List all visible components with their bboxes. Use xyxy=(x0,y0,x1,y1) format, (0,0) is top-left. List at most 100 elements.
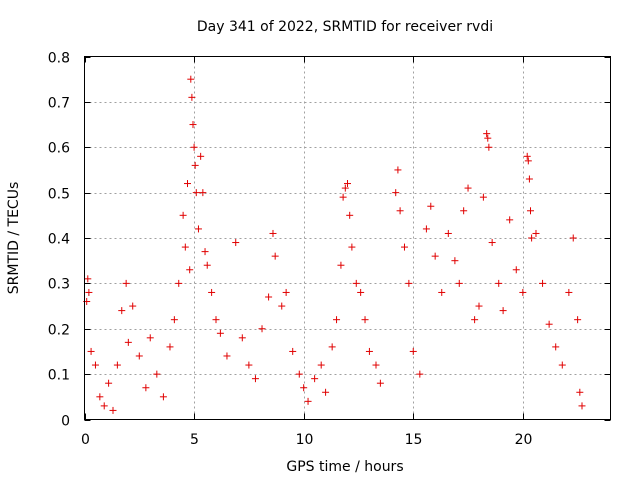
data-point xyxy=(339,193,347,201)
data-point xyxy=(416,370,424,378)
data-point xyxy=(190,143,198,151)
data-point xyxy=(400,243,408,251)
chart-title: Day 341 of 2022, SRMTID for receiver rvd… xyxy=(197,19,493,35)
data-point xyxy=(528,234,536,242)
data-point xyxy=(300,384,308,392)
data-point xyxy=(304,397,312,405)
data-point xyxy=(271,252,279,260)
data-point xyxy=(170,316,178,324)
data-point xyxy=(223,352,231,360)
x-tick-label: 5 xyxy=(190,432,199,448)
data-point xyxy=(265,293,273,301)
data-point xyxy=(471,316,479,324)
data-point xyxy=(278,302,286,310)
data-point xyxy=(578,402,586,410)
data-point xyxy=(552,343,560,351)
data-point xyxy=(337,261,345,269)
data-point xyxy=(194,225,202,233)
data-point xyxy=(258,325,266,333)
x-tick-label: 15 xyxy=(405,432,423,448)
data-point xyxy=(475,302,483,310)
data-point xyxy=(105,379,113,387)
data-point xyxy=(545,320,553,328)
data-point xyxy=(203,261,211,269)
data-point xyxy=(333,316,341,324)
y-tick-label: 0.1 xyxy=(48,368,70,384)
data-point xyxy=(184,180,192,188)
axis-ticks xyxy=(84,56,611,421)
data-point xyxy=(113,361,121,369)
data-point xyxy=(455,279,463,287)
data-point xyxy=(159,393,167,401)
data-point xyxy=(238,334,246,342)
data-point xyxy=(181,243,189,251)
data-point xyxy=(153,370,161,378)
data-point xyxy=(409,347,417,355)
data-point xyxy=(212,316,220,324)
data-point xyxy=(488,239,496,247)
data-point xyxy=(405,279,413,287)
data-point xyxy=(179,211,187,219)
data-point xyxy=(565,288,573,296)
y-tick-label: 0.3 xyxy=(48,277,70,293)
data-point xyxy=(295,370,303,378)
data-point xyxy=(357,288,365,296)
data-point xyxy=(422,225,430,233)
data-point xyxy=(361,316,369,324)
data-point xyxy=(91,361,99,369)
data-point xyxy=(100,402,108,410)
data-point xyxy=(376,379,384,387)
data-point xyxy=(208,288,216,296)
x-tick-label: 0 xyxy=(81,432,90,448)
data-point xyxy=(365,347,373,355)
data-point xyxy=(118,307,126,315)
data-point xyxy=(512,266,520,274)
data-point xyxy=(479,193,487,201)
x-tick-label: 10 xyxy=(296,432,314,448)
data-point xyxy=(245,361,253,369)
data-point xyxy=(96,393,104,401)
data-point xyxy=(135,352,143,360)
data-point xyxy=(186,266,194,274)
data-point xyxy=(372,361,380,369)
data-point xyxy=(129,302,137,310)
data-point xyxy=(392,189,400,197)
y-tick-label: 0.7 xyxy=(48,96,70,112)
data-point xyxy=(352,279,360,287)
data-point xyxy=(524,157,532,165)
data-point xyxy=(197,152,205,160)
data-point xyxy=(84,275,92,283)
data-point xyxy=(317,361,325,369)
data-point xyxy=(438,288,446,296)
data-point xyxy=(574,316,582,324)
data-point xyxy=(394,166,402,174)
data-point xyxy=(523,152,531,160)
data-point xyxy=(506,216,514,224)
data-point xyxy=(251,375,259,383)
data-point xyxy=(87,347,95,355)
data-point xyxy=(451,257,459,265)
y-tick-label: 0.2 xyxy=(48,323,70,339)
data-point xyxy=(166,343,174,351)
data-point xyxy=(576,388,584,396)
data-point xyxy=(348,243,356,251)
x-tick-label: 20 xyxy=(515,432,533,448)
data-point xyxy=(289,347,297,355)
data-point xyxy=(460,207,468,215)
y-tick-label: 0.4 xyxy=(48,232,70,248)
data-point xyxy=(431,252,439,260)
data-point xyxy=(558,361,566,369)
data-point xyxy=(328,343,336,351)
data-point xyxy=(175,279,183,287)
grid-lines xyxy=(84,56,611,420)
data-point xyxy=(485,143,493,151)
data-point xyxy=(109,406,117,414)
data-point xyxy=(191,161,199,169)
data-points xyxy=(83,75,586,414)
y-tick-labels: 0 0.1 0.2 0.3 0.4 0.5 0.6 0.7 0.8 xyxy=(48,51,70,430)
data-point xyxy=(344,180,351,188)
data-point xyxy=(539,279,547,287)
data-point xyxy=(85,288,93,296)
data-point xyxy=(527,207,535,215)
data-point xyxy=(311,375,319,383)
